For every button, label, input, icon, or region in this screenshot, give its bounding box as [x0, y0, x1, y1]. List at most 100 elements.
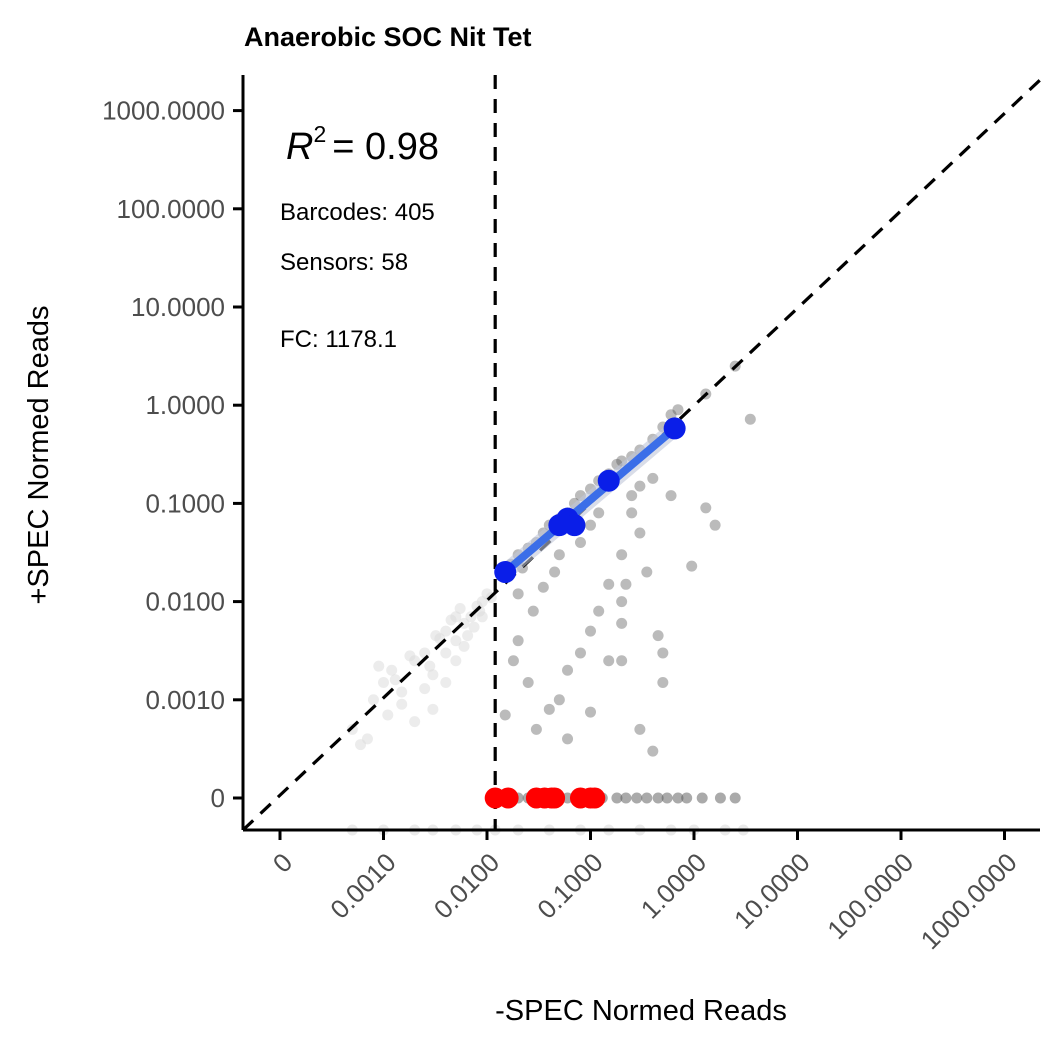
barcode-point [647, 472, 659, 484]
barcode-point [593, 507, 605, 519]
x-tick-label: 0.0100 [428, 847, 505, 924]
y-tick-label: 100.0000 [117, 194, 225, 224]
x-tick-label: 100.0000 [821, 847, 919, 945]
barcode-point [553, 694, 565, 706]
barcode-point-light [440, 625, 452, 637]
barcode-point-zero [672, 792, 684, 804]
y-tick-label: 0.0100 [145, 587, 225, 617]
barcode-point [616, 655, 628, 667]
barcode-point [603, 655, 615, 667]
barcode-point [585, 625, 596, 637]
barcode-point-light [430, 630, 442, 642]
barcode-point-light [386, 664, 398, 676]
barcode-point [744, 413, 756, 425]
y-tick-label: 0.1000 [145, 488, 225, 518]
barcode-point-light [396, 686, 408, 698]
x-tick-label: 10.0000 [728, 847, 816, 935]
r-squared-annotation: R2 = 0.98 [286, 121, 439, 168]
barcode-point-light [468, 621, 480, 633]
barcode-point-light [361, 733, 373, 745]
sensor-point [597, 469, 620, 492]
barcode-point-zero [631, 792, 643, 804]
x-tick-label: 0.1000 [531, 847, 608, 924]
barcode-point-light [389, 674, 401, 686]
barcode-point-light [450, 611, 462, 623]
barcode-point-light [427, 669, 439, 681]
barcode-point [585, 519, 596, 531]
sensor-point-zero [544, 787, 566, 809]
fit-line-layer [497, 420, 683, 581]
barcode-point [616, 549, 628, 561]
barcode-point [616, 596, 628, 608]
barcode-point-zero [641, 792, 653, 804]
barcode-point [553, 549, 565, 561]
barcode-point [512, 588, 524, 600]
barcode-point-light [373, 660, 385, 672]
x-tick-label: 0 [267, 847, 298, 878]
barcode-point-zero [562, 792, 574, 804]
y-tick-label: 1000.0000 [102, 96, 225, 126]
r-squared-symbol: R [286, 126, 313, 168]
barcode-point [626, 507, 638, 519]
barcode-point-zero [661, 792, 673, 804]
sensor-point [663, 417, 686, 440]
barcode-point [562, 733, 574, 745]
barcodes-annotation: Barcodes: 405 [280, 199, 435, 226]
barcode-point-light [367, 694, 379, 706]
barcode-point-zero [696, 792, 708, 804]
x-axis-ticks: 0 0.0010 0.0100 0.1000 1.0000 10.0000 100.0000… [267, 830, 1023, 955]
barcode-point [672, 404, 684, 416]
barcode-point [585, 706, 596, 718]
barcode-point [641, 566, 653, 578]
chart-title: Anaerobic SOC Nit Tet [244, 22, 532, 52]
barcode-point [530, 723, 542, 735]
barcode-point-zero [611, 792, 623, 804]
x-tick-label: 0.0010 [324, 847, 401, 924]
barcode-point-light [404, 650, 416, 662]
barcode-point-light [440, 677, 452, 689]
barcode-point-light [419, 683, 431, 695]
barcode-point [665, 490, 677, 502]
y-tick-label: 0 [211, 783, 225, 813]
barcode-point [686, 560, 698, 572]
barcode-point-light [396, 698, 408, 710]
barcode-point [709, 519, 721, 531]
r-squared-exponent: 2 [313, 121, 326, 147]
barcode-point [657, 677, 669, 689]
barcode-point [574, 647, 586, 659]
barcode-point [657, 647, 669, 659]
y-axis-ticks: 0 0.0010 0.0100 0.1000 1.0000 10.0000 100.0000… [102, 96, 243, 813]
barcode-point-light [450, 655, 462, 667]
fc-annotation: FC: 1178.1 [280, 326, 397, 353]
barcode-point-light [378, 677, 389, 689]
barcode-point [543, 703, 555, 715]
sensor-point-zero [497, 787, 519, 809]
barcode-point [634, 527, 646, 539]
fit-line [502, 425, 678, 576]
y-tick-label: 0.0010 [145, 685, 225, 715]
barcode-point [626, 490, 638, 502]
barcode-point [634, 480, 646, 492]
barcode-point [603, 578, 615, 590]
barcode-point-zero [620, 792, 632, 804]
barcode-point [499, 709, 511, 721]
barcode-point [537, 581, 549, 593]
barcode-point-light [424, 660, 436, 672]
barcode-point [647, 745, 659, 757]
above-threshold-points [499, 360, 756, 804]
barcode-point [593, 605, 605, 617]
barcode-point-light [382, 709, 394, 721]
barcode-point-light [409, 716, 421, 728]
barcode-point-zero [652, 792, 664, 804]
barcode-point [507, 655, 519, 667]
sensor-point-zero [584, 787, 606, 809]
barcode-point [527, 605, 539, 617]
sensor-point [563, 514, 586, 537]
barcode-point [549, 566, 561, 578]
sensor-point [494, 561, 517, 584]
barcode-point [574, 536, 586, 548]
barcode-point [562, 664, 574, 676]
barcode-point-zero [681, 792, 693, 804]
barcode-point [700, 502, 712, 514]
